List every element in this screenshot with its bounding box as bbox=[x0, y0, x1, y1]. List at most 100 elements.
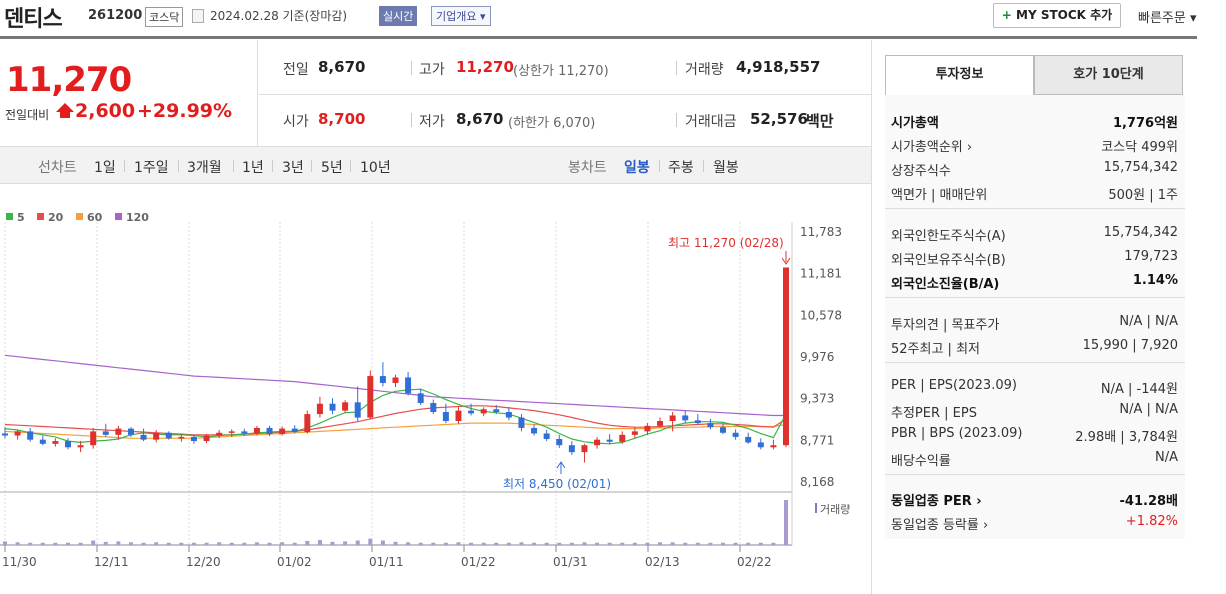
price-chart[interactable]: 5 20 60 120 11,783 11,181 10,578 9,976 9,373 8,7… bbox=[0, 200, 871, 594]
legend-swatch bbox=[115, 213, 122, 220]
high-annotation: 최고 11,270 (02/28) bbox=[668, 236, 784, 250]
candle-body bbox=[518, 417, 525, 428]
candle-body bbox=[468, 410, 475, 414]
invest-row-value: 15,754,342 bbox=[1103, 160, 1178, 175]
volume-bar bbox=[191, 542, 196, 545]
range-1w[interactable]: 1주일 bbox=[134, 160, 169, 176]
x-tick-label: 11/30 bbox=[2, 555, 37, 569]
volume-bar bbox=[217, 542, 222, 545]
candle-body bbox=[316, 403, 323, 415]
invest-row[interactable]: 동일업종 PER › -41.28배 bbox=[891, 490, 1178, 509]
candle-body bbox=[442, 412, 449, 422]
high-label: 고가 bbox=[419, 62, 445, 78]
volume-bar bbox=[456, 542, 461, 545]
invest-row: 상장주식수 15,754,342 bbox=[891, 160, 1178, 179]
invest-row-label: 액면가 | 매매단위 bbox=[891, 188, 988, 203]
volume-bar bbox=[695, 542, 700, 545]
range-1y[interactable]: 1년 bbox=[242, 160, 264, 176]
volume-bar bbox=[721, 542, 726, 545]
candle-monthly[interactable]: 월봉 bbox=[713, 160, 739, 176]
candle-body bbox=[77, 445, 84, 448]
volume-bar bbox=[229, 542, 234, 545]
volume-bar bbox=[418, 542, 423, 545]
volume-bar bbox=[443, 542, 448, 545]
volume-bar bbox=[254, 542, 259, 545]
range-3m[interactable]: 3개월 bbox=[187, 160, 222, 176]
volume-bar bbox=[28, 542, 33, 545]
candle-body bbox=[216, 432, 223, 436]
tab-order-book[interactable]: 호가 10단계 bbox=[1034, 55, 1183, 95]
candle-weekly[interactable]: 주봉 bbox=[668, 160, 694, 176]
candle-body bbox=[531, 427, 538, 434]
high-value: 11,270 bbox=[456, 58, 514, 76]
invest-row-label: 동일업종 PER › bbox=[891, 494, 982, 509]
invest-row-value: N/A | N/A bbox=[1119, 314, 1178, 329]
divider bbox=[411, 61, 412, 75]
volume-bar bbox=[305, 540, 310, 545]
candle-body bbox=[178, 436, 185, 439]
line-chart-label: 선차트 bbox=[38, 160, 77, 176]
volume-bar bbox=[204, 542, 209, 545]
range-3y[interactable]: 3년 bbox=[282, 160, 304, 176]
invest-row-label: 동일업종 등락률 › bbox=[891, 518, 989, 533]
candle-body bbox=[228, 431, 235, 433]
invest-row-label: 배당수익률 bbox=[891, 454, 951, 469]
volume-bar bbox=[355, 540, 360, 545]
invest-row-value: 1,776억원 bbox=[1112, 116, 1178, 131]
annotations: 최고 11,270 (02/28) 최저 8,450 (02/01) bbox=[503, 236, 791, 491]
invest-row-label: 시가총액 bbox=[891, 116, 939, 131]
volume-bar bbox=[582, 542, 587, 545]
volume-bar bbox=[569, 542, 574, 545]
invest-row-value: -41.28배 bbox=[1119, 494, 1178, 509]
volume-bar bbox=[166, 542, 171, 545]
candle-body bbox=[153, 432, 160, 440]
legend-swatch bbox=[37, 213, 44, 220]
invest-row-label: 시가총액순위 › bbox=[891, 140, 973, 155]
legend-label: 120 bbox=[126, 211, 149, 224]
realtime-button[interactable]: 실시간 bbox=[379, 6, 418, 26]
quick-order-link[interactable]: 빠른주문 ▾ bbox=[1138, 11, 1197, 26]
volume-bar bbox=[683, 542, 688, 545]
date-text: 2024.02.28 기준(장마감) bbox=[210, 9, 348, 23]
header-divider bbox=[0, 36, 1197, 39]
divider bbox=[233, 160, 234, 172]
volume-bar bbox=[330, 541, 335, 545]
ma120-line bbox=[4, 354, 786, 417]
candle-body bbox=[745, 436, 752, 443]
candle-chart-label: 봉차트 bbox=[568, 160, 607, 176]
volume-bar bbox=[494, 542, 499, 545]
high-arrowhead-icon bbox=[781, 257, 791, 265]
range-1d[interactable]: 1일 bbox=[94, 160, 116, 176]
candle-body bbox=[631, 431, 638, 435]
invest-row: PBR | BPS (2023.09) 2.98배 | 3,784원 bbox=[891, 426, 1178, 445]
volume-bar bbox=[708, 542, 713, 545]
invest-row[interactable]: 동일업종 등락률 › +1.82% bbox=[891, 514, 1178, 533]
legend-swatch bbox=[76, 213, 83, 220]
candles bbox=[2, 267, 789, 463]
invest-row-label: 52주최고 | 최저 bbox=[891, 342, 980, 357]
volume-bar bbox=[645, 542, 650, 545]
my-stock-add-button[interactable]: + MY STOCK 추가 bbox=[993, 3, 1121, 28]
y-tick-label: 8,771 bbox=[800, 433, 834, 447]
tab-invest-info[interactable]: 투자정보 bbox=[885, 55, 1034, 95]
amount-label: 거래대금 bbox=[685, 114, 737, 130]
invest-row-label: 외국인보유주식수(B) bbox=[891, 253, 1006, 268]
candle-body bbox=[568, 445, 575, 453]
prev-close-label: 전일 bbox=[283, 62, 309, 78]
volume-label: 거래량 bbox=[820, 503, 850, 516]
divider bbox=[703, 160, 704, 172]
candle-body bbox=[27, 431, 34, 440]
range-10y[interactable]: 10년 bbox=[360, 160, 391, 176]
candle-body bbox=[594, 439, 601, 446]
company-overview-button[interactable]: 기업개요 ▾ bbox=[431, 6, 491, 26]
invest-row-value: 15,754,342 bbox=[1103, 225, 1178, 240]
range-5y[interactable]: 5년 bbox=[321, 160, 343, 176]
price-box bbox=[0, 40, 258, 146]
candle-body bbox=[140, 434, 147, 440]
y-tick-label: 11,181 bbox=[800, 267, 842, 281]
my-stock-label: MY STOCK 추가 bbox=[1016, 8, 1113, 22]
candle-body bbox=[757, 442, 764, 448]
invest-row[interactable]: 시가총액순위 › 코스닥 499위 bbox=[891, 136, 1178, 155]
candle-daily[interactable]: 일봉 bbox=[624, 160, 650, 176]
invest-row-label: 외국인한도주식수(A) bbox=[891, 229, 1006, 244]
